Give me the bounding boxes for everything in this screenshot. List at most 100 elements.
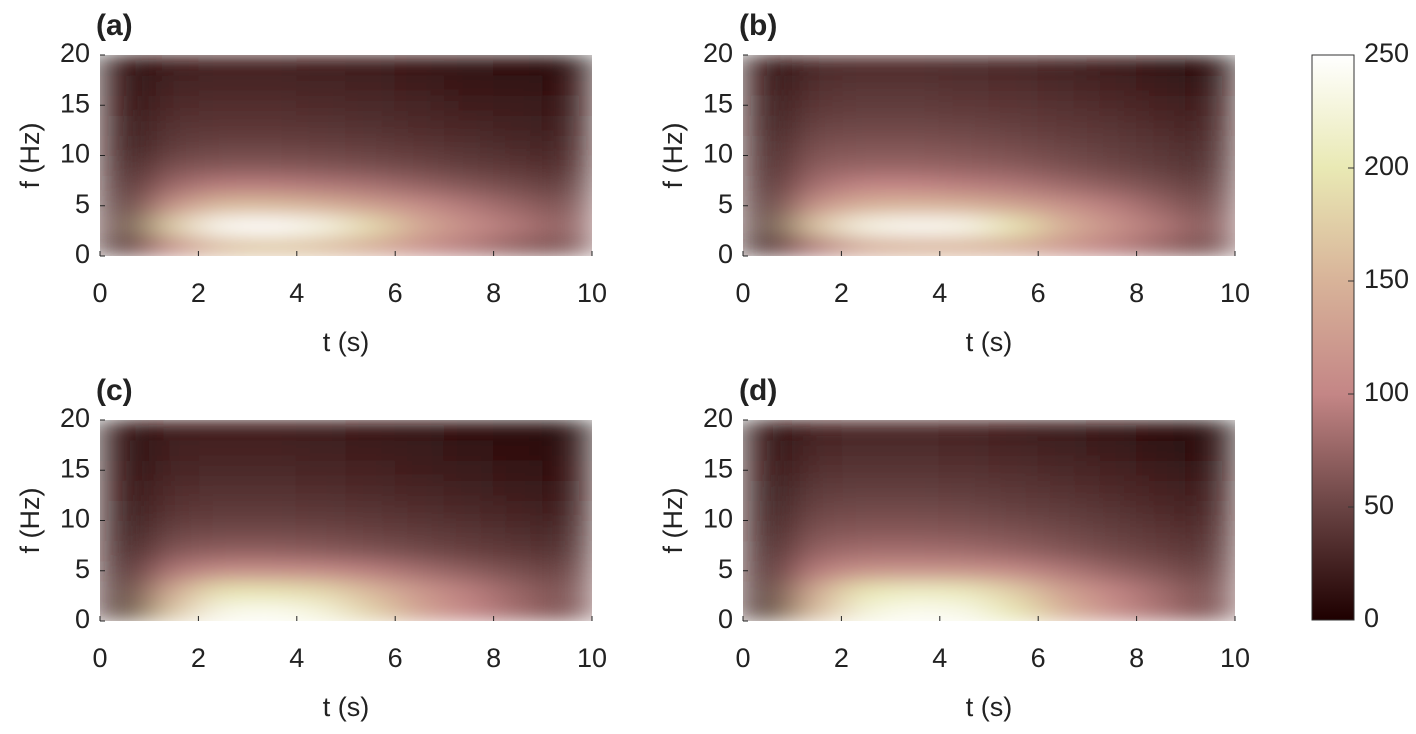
x-tick-label: 6: [1031, 278, 1046, 308]
heat-cell: [1037, 114, 1088, 136]
heat-cell: [1037, 55, 1088, 76]
heat-cell: [542, 439, 592, 461]
heat-cell: [100, 560, 150, 582]
heat-cell: [1136, 520, 1187, 542]
heat-cell: [939, 134, 990, 156]
heat-cell: [1037, 560, 1088, 582]
y-tick-label: 20: [60, 403, 90, 433]
heat-cell: [840, 520, 892, 542]
heat-cell: [1136, 540, 1187, 562]
heat-cell: [197, 55, 249, 76]
heat-cell: [840, 134, 892, 156]
heat-cell: [148, 560, 199, 582]
heat-cell: [1136, 195, 1187, 217]
heat-cell: [1136, 175, 1187, 197]
heat-cell: [1086, 134, 1138, 156]
heat-cell: [443, 560, 495, 582]
panel-label: (a): [96, 9, 133, 42]
heat-cell: [743, 600, 793, 621]
heat-cell: [148, 195, 199, 217]
heat-cell: [100, 215, 150, 237]
heat-cell: [890, 580, 941, 602]
panel-label: (c): [96, 374, 133, 407]
heat-cell: [296, 134, 347, 156]
heat-cell: [197, 459, 249, 481]
heat-cell: [743, 114, 793, 136]
heat-cell: [743, 155, 793, 177]
heat-cell: [197, 600, 249, 621]
heat-cell: [345, 74, 396, 96]
heat-cell: [100, 74, 150, 96]
heat-cell: [100, 134, 150, 156]
heat-cell: [148, 55, 199, 76]
heat-cell: [345, 175, 396, 197]
heat-cell: [1037, 499, 1088, 521]
x-axis-label: t (s): [966, 327, 1013, 357]
heat-cell: [743, 134, 793, 156]
heat-cell: [988, 439, 1039, 461]
heat-cell: [443, 55, 495, 76]
heat-cell: [542, 215, 592, 237]
heat-cell: [394, 600, 445, 621]
heat-cell: [791, 580, 842, 602]
y-tick-label: 0: [718, 604, 733, 634]
heat-cell: [296, 580, 347, 602]
heat-cell: [493, 134, 544, 156]
heat-cell: [493, 114, 544, 136]
heat-cell: [791, 499, 842, 521]
heat-cell: [1086, 55, 1138, 76]
y-tick-label: 15: [60, 453, 90, 483]
heat-cell: [100, 540, 150, 562]
heat-cell: [394, 215, 445, 237]
heat-cell: [890, 540, 941, 562]
y-tick-label: 5: [718, 554, 733, 584]
heat-cell: [197, 155, 249, 177]
heat-cell: [345, 155, 396, 177]
heat-cell: [148, 499, 199, 521]
x-tick-label: 8: [486, 278, 501, 308]
heat-cell: [840, 175, 892, 197]
heat-cell: [939, 560, 990, 582]
heat-cell: [148, 540, 199, 562]
heat-cell: [939, 175, 990, 197]
heat-cell: [493, 235, 544, 256]
heat-cell: [1037, 459, 1088, 481]
heat-cell: [148, 459, 199, 481]
heat-cell: [988, 55, 1039, 76]
heat-cell: [148, 439, 199, 461]
heat-cell: [988, 114, 1039, 136]
y-tick-label: 20: [703, 403, 733, 433]
heat-cell: [493, 94, 544, 116]
heat-cell: [542, 235, 592, 256]
heat-cell: [493, 479, 544, 501]
heat-cell: [247, 520, 298, 542]
heat-cell: [443, 540, 495, 562]
heat-cell: [493, 420, 544, 441]
heat-cell: [296, 520, 347, 542]
heat-cell: [1136, 215, 1187, 237]
heat-cell: [542, 499, 592, 521]
heat-cell: [345, 94, 396, 116]
colorbar-tick-label: 0: [1364, 603, 1379, 633]
heat-cell: [394, 94, 445, 116]
y-tick-label: 20: [703, 38, 733, 68]
heat-cell: [743, 580, 793, 602]
heat-cell: [939, 114, 990, 136]
heat-cell: [1037, 420, 1088, 441]
heat-cell: [148, 134, 199, 156]
heat-cell: [840, 215, 892, 237]
x-tick-label: 10: [577, 643, 607, 673]
heat-cell: [988, 74, 1039, 96]
heat-cell: [840, 235, 892, 256]
heat-cell: [197, 134, 249, 156]
heat-cell: [890, 94, 941, 116]
heat-cell: [197, 74, 249, 96]
heat-cell: [100, 94, 150, 116]
heat-cell: [197, 479, 249, 501]
heat-cell: [247, 195, 298, 217]
heat-cell: [443, 580, 495, 602]
heat-cell: [148, 94, 199, 116]
heat-cell: [100, 520, 150, 542]
heat-cell: [791, 520, 842, 542]
heat-cell: [1185, 580, 1235, 602]
